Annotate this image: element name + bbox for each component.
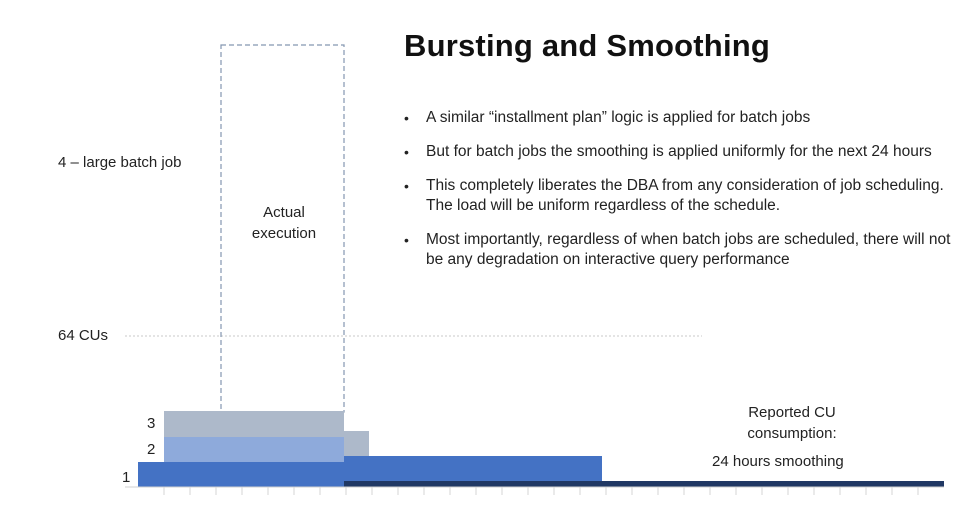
smoothing-label: 24 hours smoothing <box>712 453 844 470</box>
page-title: Bursting and Smoothing <box>404 28 771 63</box>
bullet-item: • A similar “installment plan” logic is a… <box>404 108 964 128</box>
bullet-item: • But for batch jobs the smoothing is app… <box>404 142 964 162</box>
job-3-bar <box>164 411 344 437</box>
bullet-item: • Most importantly, regardless of when ba… <box>404 230 964 270</box>
bullet-text: This completely liberates the DBA from a… <box>426 177 944 214</box>
reported-cu-label: Reported CU consumption: <box>747 404 837 442</box>
bullet-text: Most importantly, regardless of when bat… <box>426 231 951 268</box>
bullet-icon: • <box>404 232 409 248</box>
smoothed-consumption-bar <box>344 481 944 487</box>
level-1-label: 1 <box>122 469 131 486</box>
bullet-icon: • <box>404 110 409 126</box>
actual-execution-label: Actual execution <box>251 204 317 242</box>
bullet-icon: • <box>404 144 409 160</box>
capacity-label: 64 CUs <box>58 327 109 344</box>
bullet-item: • This completely liberates the DBA from … <box>404 176 964 216</box>
large-batch-job-label: 4 – large batch job <box>58 154 182 171</box>
bullet-list: • A similar “installment plan” logic is a… <box>404 108 964 284</box>
bullet-icon: • <box>404 178 409 194</box>
job-2-smoothed-tail <box>344 431 369 456</box>
job-2-bar <box>164 437 344 462</box>
bullet-text: But for batch jobs the smoothing is appl… <box>426 143 932 160</box>
level-2-label: 2 <box>147 441 156 458</box>
job-1-bar <box>138 462 344 487</box>
bullet-text: A similar “installment plan” logic is ap… <box>426 109 811 126</box>
actual-execution-box <box>220 44 345 413</box>
axis-ticks <box>163 487 919 495</box>
level-3-label: 3 <box>147 415 156 432</box>
